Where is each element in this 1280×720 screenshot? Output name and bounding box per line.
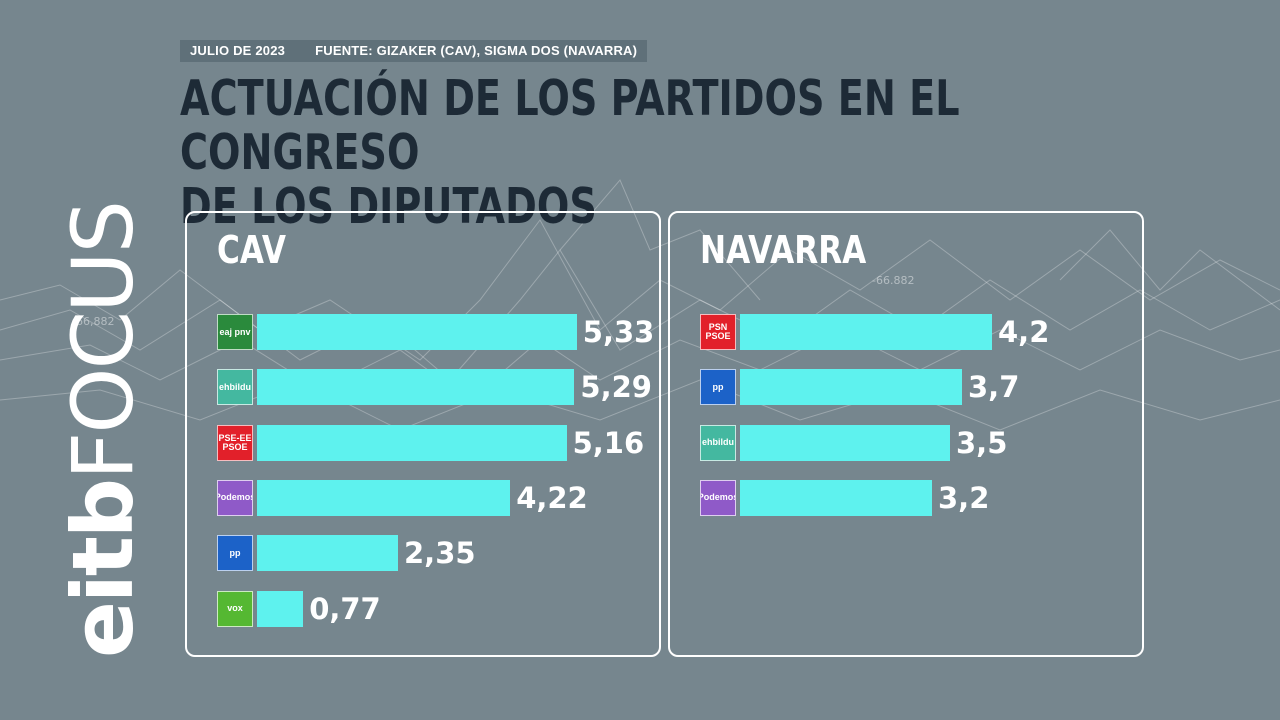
bar-rows-navarra: PSN PSOE 4,2 pp 3,7 ehbildu 3,5 Podemos 3,2 [670, 213, 1142, 655]
bar [257, 479, 511, 516]
party-logo-icon: Podemos [700, 479, 736, 516]
party-logo-icon: pp [217, 535, 253, 572]
bar-value-label: 5,16 [572, 425, 645, 460]
bar-value-label: 4,22 [516, 480, 588, 515]
bar [257, 369, 575, 406]
title-line-1: ACTUACIÓN DE LOS PARTIDOS EN EL CONGRESO [180, 70, 960, 181]
bg-label-right: -66.882 [872, 274, 914, 287]
bar-row: PSE-EE PSOE 5,16 [217, 424, 657, 461]
bar-value-label: 2,35 [404, 536, 476, 571]
chart-panel-navarra: NAVARRA PSN PSOE 4,2 pp 3,7 ehbildu 3,5 Podemo… [668, 211, 1144, 657]
bar [257, 535, 398, 572]
brand-focus: FOCUS [54, 202, 152, 480]
page-title: ACTUACIÓN DE LOS PARTIDOS EN EL CONGRESO… [180, 72, 1178, 234]
bar-row: PSN PSOE 4,2 [700, 314, 1140, 350]
bar [740, 314, 992, 350]
bar-row: ehbildu 5,29 [217, 369, 657, 406]
bg-label-left: -66,882 [72, 315, 114, 328]
bar-row: vox 0,77 [217, 590, 657, 627]
bar-row: pp 3,7 [700, 369, 1140, 406]
party-logo-icon: ehbildu [700, 424, 736, 461]
bar [257, 590, 304, 627]
bar [257, 424, 567, 461]
bar-row: pp 2,35 [217, 535, 657, 572]
party-logo-icon: ehbildu [217, 369, 253, 406]
party-logo-icon: PSE-EE PSOE [217, 424, 253, 461]
title-line-2: DE LOS DIPUTADOS [180, 178, 597, 235]
bar [740, 424, 950, 461]
bar-value-label: 0,77 [309, 591, 381, 626]
bar-value-label: 3,7 [968, 370, 1020, 405]
party-logo-icon: Podemos [217, 479, 253, 516]
meta-date: JULIO DE 2023 [190, 43, 286, 58]
bar-row: ehbildu 3,5 [700, 424, 1140, 461]
party-logo-icon: vox [217, 590, 253, 627]
bar-value-label: 5,33 [582, 315, 655, 349]
bar-row: Podemos 3,2 [700, 479, 1140, 516]
brand-eitb: eitb [54, 479, 152, 658]
bar-value-label: 3,2 [938, 480, 990, 515]
bar [740, 369, 962, 406]
bar-value-label: 4,2 [998, 315, 1050, 349]
bar-row: eaj pnv 5,33 [217, 314, 657, 350]
panel-title-navarra: NAVARRA [700, 228, 867, 272]
meta-source: FUENTE: GIZAKER (CAV), SIGMA DOS (NAVARR… [315, 43, 638, 58]
chart-panel-cav: CAV eaj pnv 5,33 ehbildu 5,29 PSE-EE PSOE 5,1… [185, 211, 661, 657]
bar [740, 479, 932, 516]
brand-logo: eitbFOCUS [54, 202, 152, 663]
party-logo-icon: PSN PSOE [700, 314, 736, 350]
bar-row: Podemos 4,22 [217, 479, 657, 516]
bar [257, 314, 577, 350]
party-logo-icon: pp [700, 369, 736, 406]
bar-value-label: 5,29 [580, 370, 652, 405]
party-logo-icon: eaj pnv [217, 314, 253, 350]
bar-rows-cav: eaj pnv 5,33 ehbildu 5,29 PSE-EE PSOE 5,16 Pod… [187, 213, 659, 655]
meta-strip: JULIO DE 2023 FUENTE: GIZAKER (CAV), SIG… [180, 40, 648, 62]
panel-title-cav: CAV [217, 228, 286, 272]
bar-value-label: 3,5 [956, 425, 1008, 460]
